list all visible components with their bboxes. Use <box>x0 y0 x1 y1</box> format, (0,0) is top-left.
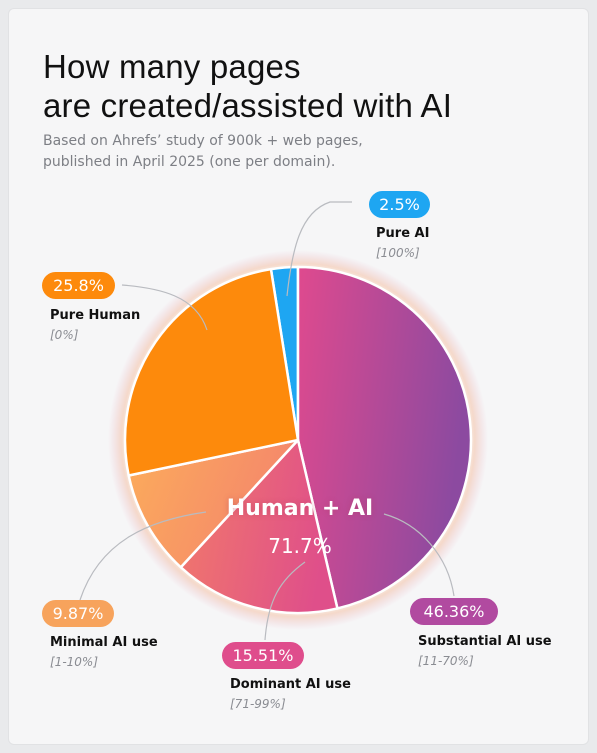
pie-slice-pure-human <box>123 267 300 477</box>
category-label-dominant-ai-use: Dominant AI use <box>230 677 351 692</box>
group-label: Human + AI <box>226 496 374 521</box>
value-badge-minimal-ai-use: 9.87% <box>42 600 114 627</box>
subtitle-line-1: Based on Ahrefs’ study of 900k + web pag… <box>43 133 363 149</box>
leader-substantial-ai <box>383 513 455 597</box>
value-badge-pure-ai: 2.5% <box>369 191 430 218</box>
value-badge-substantial-ai-use: 46.36% <box>410 598 498 625</box>
range-label-dominant-ai-use: [71-99%] <box>230 697 286 711</box>
group-value: 71.7% <box>268 534 332 558</box>
leader-pure-human <box>121 284 208 331</box>
leader-pure-ai <box>286 201 352 297</box>
pie-slice-substantial-ai-use <box>296 265 473 610</box>
category-label-pure-human: Pure Human <box>50 308 141 323</box>
range-label-substantial-ai-use: [11-70%] <box>418 654 474 668</box>
pie-slice-dominant-ai-use <box>179 438 339 615</box>
leader-minimal-ai <box>79 511 207 601</box>
leader-dominant-ai <box>264 561 306 641</box>
category-label-substantial-ai-use: Substantial AI use <box>418 634 552 649</box>
range-label-pure-ai: [100%] <box>376 246 420 260</box>
subtitle-line-2: published in April 2025 (one per domain)… <box>43 154 336 170</box>
range-label-pure-human: [0%] <box>50 328 79 342</box>
pie-slice-minimal-ai-use <box>127 438 300 569</box>
title-line-1: How many pages <box>43 48 301 85</box>
range-label-minimal-ai-use: [1-10%] <box>50 655 98 669</box>
chart-title: How many pages are created/assisted with… <box>43 47 583 125</box>
title-line-2: are created/assisted with AI <box>43 87 453 124</box>
value-badge-dominant-ai-use: 15.51% <box>222 642 304 669</box>
chart-subtitle: Based on Ahrefs’ study of 900k + web pag… <box>43 131 563 173</box>
category-label-pure-ai: Pure AI <box>376 226 430 241</box>
category-label-minimal-ai-use: Minimal AI use <box>50 635 158 650</box>
value-badge-pure-human: 25.8% <box>42 272 115 299</box>
